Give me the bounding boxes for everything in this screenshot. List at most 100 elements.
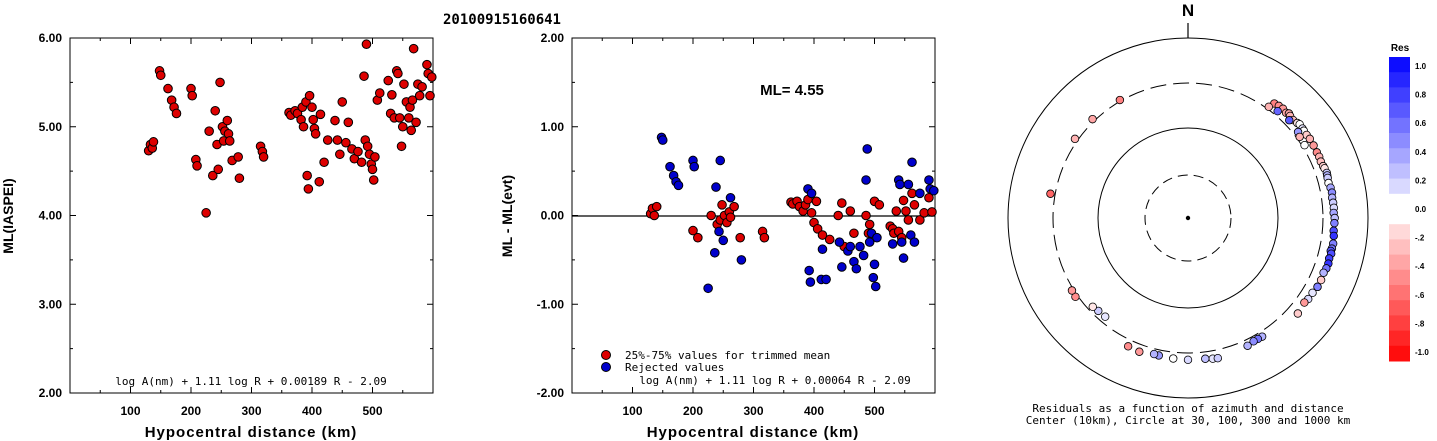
- data-point: [337, 97, 348, 107]
- x-tick-label: 300: [743, 404, 763, 418]
- colorbar-cell: [1389, 285, 1410, 301]
- data-point: [903, 215, 914, 225]
- ticks: [572, 37, 935, 394]
- data-point: [426, 72, 437, 82]
- data-point: [171, 108, 182, 119]
- residual-point: [1249, 337, 1258, 346]
- colorbar-tick-label: -.4: [1415, 262, 1425, 271]
- residual-point: [1243, 341, 1252, 350]
- data-point: [927, 207, 937, 217]
- residual-point: [1213, 354, 1223, 363]
- residual-point: [1201, 354, 1210, 363]
- residual-distance-panel: -2.00 -1.00 0.00 1.00 2.00 100 200 300 400 500 M…: [499, 31, 939, 441]
- data-point: [374, 88, 385, 98]
- data-point: [812, 224, 823, 234]
- residual-point: [1070, 134, 1080, 144]
- colorbar-tick-label: 0.2: [1415, 176, 1427, 185]
- x-tick-label: 500: [362, 404, 382, 418]
- residual-point: [1295, 132, 1304, 142]
- residual-point: [1309, 141, 1318, 150]
- data-point: [310, 129, 321, 139]
- data-point: [414, 90, 425, 101]
- data-point: [924, 175, 934, 185]
- data-point: [915, 188, 925, 199]
- data-point: [397, 121, 408, 132]
- y-tick-label: 2.00: [39, 386, 63, 400]
- data-point: [872, 232, 882, 243]
- data-point: [353, 146, 363, 157]
- residual-point: [1149, 349, 1159, 359]
- colorbar-cell: [1389, 315, 1410, 332]
- data-point: [224, 136, 235, 146]
- x-tick-label: 200: [181, 404, 201, 418]
- y-tick-label: 2.00: [541, 31, 565, 45]
- data-point: [362, 141, 373, 152]
- colorbar-cell: [1389, 72, 1410, 88]
- data-point: [861, 210, 871, 221]
- data-point: [651, 201, 662, 212]
- data-point: [210, 105, 220, 116]
- colorbar-cell: [1389, 239, 1410, 256]
- colorbar-cell: [1389, 87, 1410, 104]
- data-point: [361, 39, 372, 50]
- data-point: [673, 180, 684, 191]
- y-tick-label: 0.00: [541, 209, 565, 223]
- residual-point: [1046, 189, 1055, 198]
- legend-marker-trimmed: [601, 350, 611, 360]
- data-point: [308, 114, 319, 125]
- y-tick-label: -2.00: [537, 386, 565, 400]
- x-tick-label: 500: [864, 404, 884, 418]
- colorbar-tick-label: -.8: [1415, 319, 1425, 328]
- data-point: [192, 161, 202, 171]
- data-point: [215, 77, 225, 88]
- data-point: [233, 152, 243, 162]
- colorbar-tick-label: 0.0: [1415, 205, 1427, 214]
- circle-30km: [1144, 174, 1232, 262]
- data-point: [314, 176, 325, 187]
- residual-point: [1319, 268, 1328, 277]
- residual-point: [1123, 342, 1133, 351]
- colorbar: Res 1.0 0.8 0.6 0.4 0.2 0.0 -.2 -.4 -.6 -.8 -1.0: [1389, 43, 1429, 362]
- data-point: [155, 70, 166, 81]
- legend-marker-rejected: [601, 362, 611, 372]
- residual-point: [1300, 140, 1309, 150]
- residual-points: [1046, 95, 1339, 365]
- figure-title: 20100915160641: [443, 12, 561, 28]
- data-point: [909, 200, 920, 210]
- colorbar-cell: [1389, 209, 1410, 225]
- colorbar-cell: [1389, 117, 1410, 134]
- circle-100km: [1097, 127, 1279, 309]
- residual-point: [1329, 231, 1338, 241]
- residual-point: [1135, 347, 1144, 356]
- colorbar-cell: [1389, 57, 1410, 73]
- data-point: [833, 210, 844, 221]
- colorbar-cell: [1389, 330, 1410, 347]
- data-point: [821, 274, 831, 285]
- data-point: [689, 161, 700, 172]
- residual-point: [1183, 355, 1193, 365]
- colorbar-tick-label: -.2: [1415, 234, 1425, 243]
- data-point: [896, 237, 907, 247]
- caption-line-2: Center (10km), Circle at 30, 100, 300 an…: [1026, 414, 1351, 427]
- residual-point: [1115, 95, 1125, 105]
- data-point: [304, 90, 315, 101]
- data-point: [665, 161, 675, 172]
- data-point: [657, 135, 668, 145]
- data-point: [396, 141, 407, 152]
- data-point: [406, 125, 417, 136]
- data-point: [834, 237, 845, 247]
- ml-annotation: ML= 4.55: [760, 82, 824, 99]
- colorbar-tick-label: -1.0: [1415, 348, 1429, 357]
- colorbar-cell: [1389, 224, 1410, 240]
- colorbar-cell: [1389, 178, 1410, 195]
- data-point: [845, 206, 856, 216]
- data-point: [315, 109, 326, 120]
- data-point: [387, 90, 397, 100]
- residual-point: [1094, 306, 1103, 316]
- colorbar-tick-label: -.6: [1415, 291, 1425, 300]
- north-label: N: [1182, 1, 1194, 20]
- data-point: [302, 170, 312, 181]
- data-point: [258, 152, 269, 162]
- data-point: [874, 200, 885, 210]
- data-point: [393, 68, 403, 79]
